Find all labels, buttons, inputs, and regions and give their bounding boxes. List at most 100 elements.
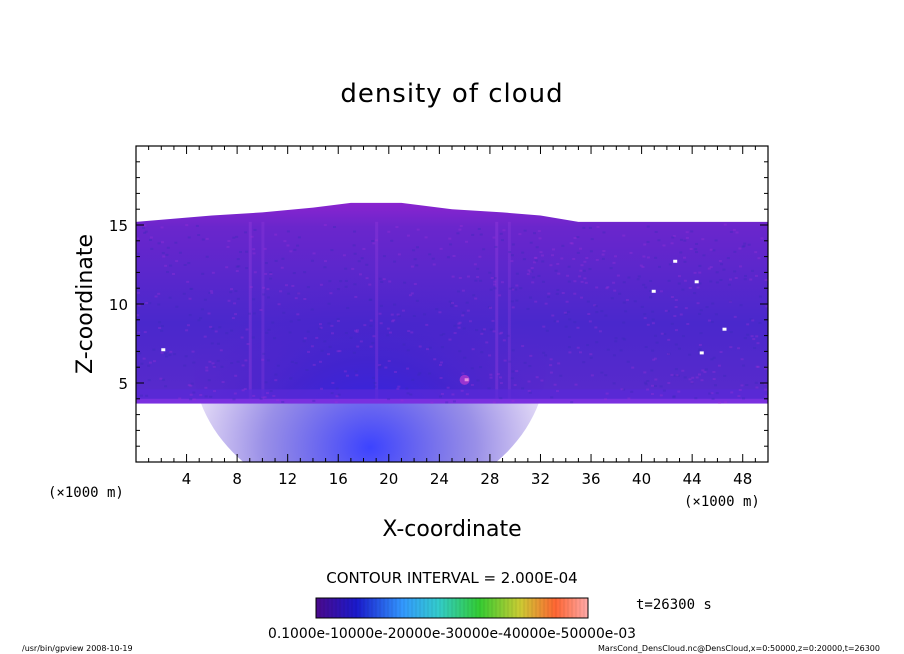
cloud-texture-cell: [368, 283, 372, 286]
cloud-texture-cell: [707, 319, 711, 322]
cloud-texture-cell: [428, 253, 432, 256]
cloud-texture-cell: [213, 364, 217, 367]
colorbar-stripes: [315, 598, 585, 618]
cloud-texture-cell: [614, 337, 618, 340]
cloud-texture-cell: [641, 265, 645, 268]
cloud-texture-cell: [737, 347, 741, 350]
cloud-texture-cell: [674, 299, 678, 302]
cloud-texture-cell: [470, 383, 474, 386]
cloud-texture-cell: [315, 336, 319, 339]
cloud-texture-cell: [671, 236, 675, 239]
cloud-texture-cell: [659, 290, 663, 293]
cloud-texture-cell: [742, 397, 746, 400]
cloud-texture-cell: [378, 277, 382, 280]
cloud-texture-cell: [143, 224, 147, 227]
cloud-texture-cell: [303, 297, 307, 300]
cloud-texture-cell: [729, 230, 733, 233]
cloud-texture-cell: [569, 242, 573, 245]
cloud-texture-cell: [423, 313, 427, 316]
cloud-texture-cell: [157, 292, 161, 295]
cloud-texture-cell: [574, 383, 578, 386]
cloud-texture-cell: [493, 287, 497, 290]
cloud-texture-cell: [454, 304, 458, 307]
cloud-texture-cell: [356, 345, 360, 348]
cloud-texture-cell: [191, 350, 195, 353]
cloud-texture-cell: [715, 392, 719, 395]
cloud-texture-cell: [160, 325, 164, 328]
cloud-texture-cell: [402, 343, 406, 346]
cloud-texture-cell: [528, 296, 532, 299]
cloud-texture-cell: [333, 226, 337, 229]
cloud-texture-cell: [259, 397, 263, 400]
cloud-texture-cell: [646, 256, 650, 259]
cloud-texture-cell: [452, 400, 456, 403]
cloud-texture-cell: [269, 277, 273, 280]
cloud-texture-cell: [137, 252, 141, 255]
cloud-texture-cell: [511, 370, 515, 373]
cloud-texture-cell: [590, 238, 594, 241]
cloud-texture-cell: [737, 395, 741, 398]
cloud-texture-cell: [457, 322, 461, 325]
cloud-texture-cell: [580, 280, 584, 283]
cloud-texture-cell: [165, 253, 169, 256]
cloud-texture-cell: [359, 340, 363, 343]
cloud-texture-cell: [274, 373, 278, 376]
cloud-texture-cell: [229, 291, 233, 294]
cloud-texture-cell: [643, 317, 647, 320]
cloud-texture-cell: [266, 288, 270, 291]
cloud-gap: [651, 289, 656, 293]
cloud-texture-cell: [345, 374, 349, 377]
cloud-texture-cell: [435, 308, 439, 311]
cloud-texture-cell: [582, 361, 586, 364]
cloud-texture-cell: [510, 260, 514, 263]
cloud-texture-cell: [764, 278, 768, 281]
cloud-texture-cell: [294, 297, 298, 300]
cloud-texture-cell: [489, 288, 493, 291]
cloud-texture-cell: [208, 360, 212, 363]
cloud-texture-cell: [518, 233, 522, 236]
cloud-texture-cell: [403, 281, 407, 284]
cloud-texture-cell: [585, 257, 589, 260]
cloud-texture-cell: [724, 401, 728, 404]
cloud-texture-cell: [209, 395, 213, 398]
cloud-texture-cell: [353, 252, 357, 255]
cloud-texture-cell: [651, 310, 655, 313]
cloud-texture-cell: [674, 368, 678, 371]
cloud-texture-cell: [580, 264, 584, 267]
cloud-texture-cell: [297, 236, 301, 239]
colorbar-labels: 0.1000e-10000e-20000e-30000e-40000e-5000…: [268, 626, 636, 642]
cloud-texture-cell: [755, 335, 759, 338]
cloud-texture-cell: [139, 394, 143, 397]
cloud-texture-cell: [182, 292, 186, 295]
cloud-texture-cell: [511, 306, 515, 309]
cloud-base-edge: [136, 398, 768, 404]
cloud-texture-cell: [245, 250, 249, 253]
cloud-texture-cell: [657, 239, 661, 242]
cloud-texture-cell: [612, 261, 616, 264]
cloud-texture-cell: [448, 237, 452, 240]
cloud-texture-cell: [659, 385, 663, 388]
cloud-texture-cell: [612, 354, 616, 357]
cloud-texture-cell: [672, 396, 676, 399]
cloud-texture-cell: [371, 376, 375, 379]
cloud-texture-cell: [556, 288, 560, 291]
cloud-texture-cell: [549, 264, 553, 267]
cloud-texture-cell: [439, 247, 443, 250]
cloud-texture-cell: [405, 387, 409, 390]
cloud-texture-cell: [652, 358, 656, 361]
cloud-texture-cell: [187, 262, 191, 265]
cloud-texture-cell: [458, 350, 462, 353]
cloud-texture-cell: [154, 295, 158, 298]
cloud-texture-cell: [627, 397, 631, 400]
cloud-texture-cell: [310, 345, 314, 348]
cloud-texture-cell: [593, 304, 597, 307]
cloud-texture-cell: [264, 381, 268, 384]
cloud-texture-cell: [337, 393, 341, 396]
cloud-texture-cell: [393, 260, 397, 263]
cloud-texture-cell: [186, 324, 190, 327]
cloud-texture-cell: [595, 286, 599, 289]
cloud-texture-cell: [458, 228, 462, 231]
cloud-texture-cell: [207, 312, 211, 315]
cloud-texture-cell: [312, 252, 316, 255]
cloud-texture-cell: [621, 337, 625, 340]
